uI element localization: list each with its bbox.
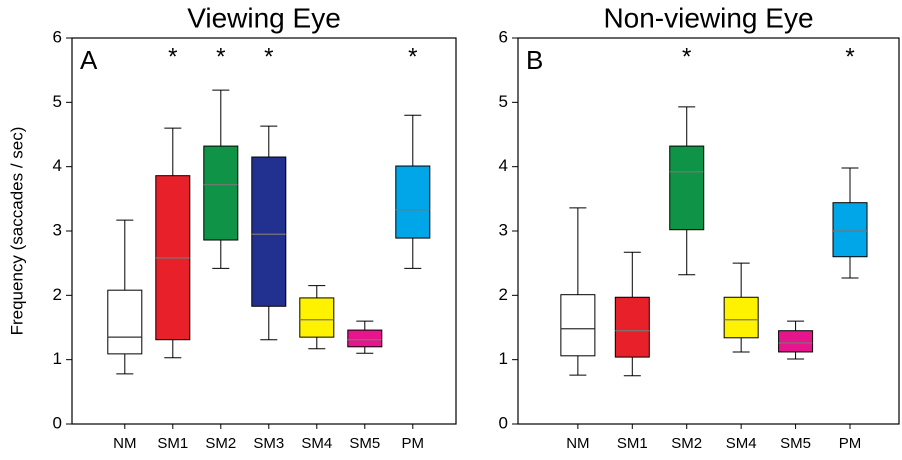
y-tick-label: 5 (499, 92, 508, 111)
y-tick-label: 1 (499, 349, 508, 368)
y-tick-label: 3 (53, 220, 62, 239)
y-tick-label: 4 (499, 156, 508, 175)
x-tick-label: SM5 (780, 435, 811, 452)
box (723, 296, 759, 339)
y-axis-label: Frequency (saccades / sec) (7, 127, 26, 336)
x-tick-label: SM2 (205, 435, 236, 452)
panel-label: A (80, 45, 98, 75)
significance-marker: * (216, 43, 225, 70)
chart-title: Viewing Eye (187, 2, 341, 33)
box (395, 165, 431, 239)
significance-marker: * (408, 43, 417, 70)
box (560, 294, 596, 357)
significance-marker: * (264, 43, 273, 70)
y-tick-label: 5 (53, 92, 62, 111)
significance-marker: * (682, 43, 691, 70)
x-tick-label: NM (113, 435, 136, 452)
box (299, 297, 335, 338)
chart-title: Non-viewing Eye (603, 2, 813, 33)
x-tick-label: SM1 (157, 435, 188, 452)
y-tick-label: 6 (499, 27, 508, 46)
significance-marker: * (168, 43, 177, 70)
box (832, 202, 868, 258)
y-tick-label: 3 (499, 220, 508, 239)
panel-label: B (526, 45, 543, 75)
y-tick-label: 0 (499, 413, 508, 432)
box (107, 289, 143, 355)
y-tick-label: 1 (53, 349, 62, 368)
box (251, 156, 287, 307)
x-tick-label: NM (566, 435, 589, 452)
significance-marker: * (845, 43, 854, 70)
y-tick-label: 0 (53, 413, 62, 432)
box (669, 145, 705, 231)
x-tick-label: SM4 (726, 435, 757, 452)
y-tick-label: 2 (499, 285, 508, 304)
x-tick-label: SM4 (301, 435, 332, 452)
x-tick-label: SM2 (671, 435, 702, 452)
box (347, 329, 383, 348)
x-tick-label: SM1 (617, 435, 648, 452)
box (614, 296, 650, 358)
x-tick-label: SM3 (253, 435, 284, 452)
x-tick-label: PM (402, 435, 425, 452)
y-tick-label: 4 (53, 156, 62, 175)
box (778, 330, 814, 353)
x-tick-label: PM (839, 435, 862, 452)
y-tick-label: 2 (53, 285, 62, 304)
x-tick-label: SM5 (349, 435, 380, 452)
box (203, 145, 239, 241)
y-tick-label: 6 (53, 27, 62, 46)
